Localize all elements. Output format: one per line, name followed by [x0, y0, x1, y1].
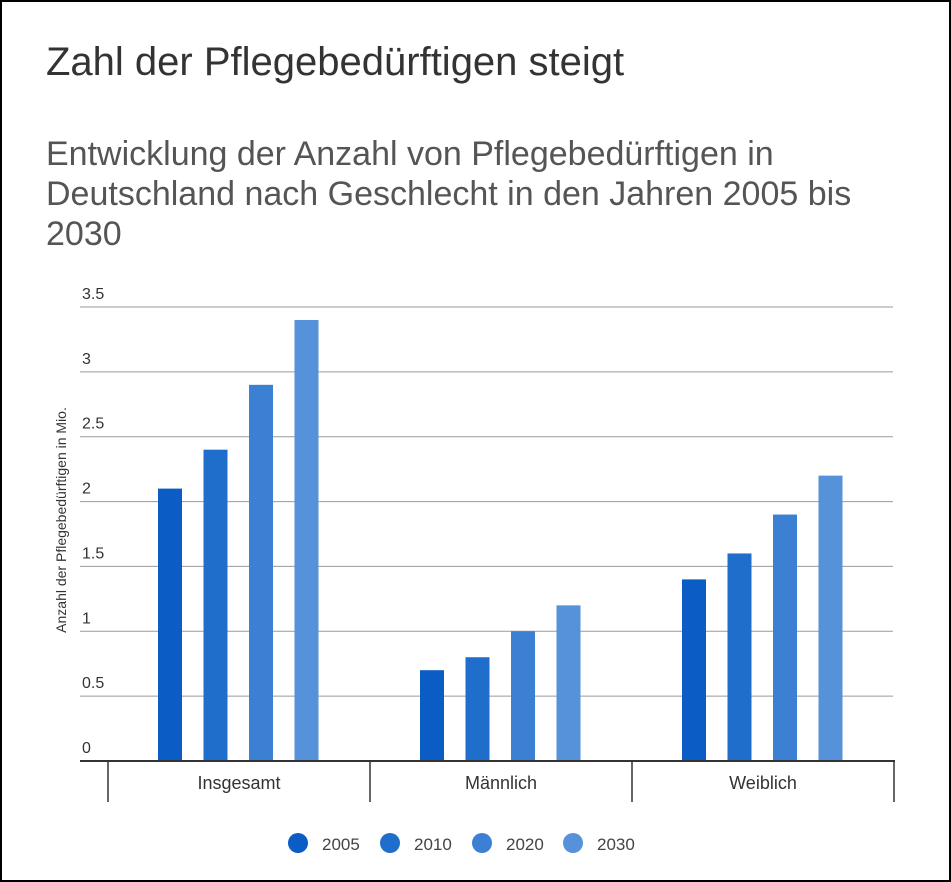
chart-title: Zahl der Pflegebedürftigen steigt — [46, 40, 625, 84]
bar-männlich-2010 — [465, 657, 490, 761]
y-tick-label: 2 — [82, 481, 91, 498]
gridlines — [80, 306, 893, 697]
legend-label: 2010 — [414, 835, 452, 854]
y-tick-label: 2.5 — [82, 416, 104, 433]
bar-insgesamt-2005 — [158, 488, 182, 761]
bar-weiblich-2020 — [773, 514, 797, 761]
y-tick-label: 3 — [82, 351, 91, 368]
bar-männlich-2005 — [420, 670, 444, 761]
legend-marker-2010 — [380, 833, 400, 853]
legend-marker-2030 — [563, 833, 583, 853]
legend-label: 2030 — [597, 835, 635, 854]
bar-insgesamt-2010 — [203, 449, 228, 761]
bar-männlich-2020 — [511, 631, 535, 761]
legend-marker-2020 — [472, 833, 492, 853]
x-tick-label: Männlich — [465, 773, 537, 793]
bar-insgesamt-2030 — [294, 319, 319, 761]
legend-marker-2005 — [288, 833, 308, 853]
y-tick-label: 0 — [82, 740, 91, 757]
y-tick-label: 3.5 — [82, 286, 104, 303]
x-tick-label: Insgesamt — [197, 773, 280, 793]
x-tick-label: Weiblich — [729, 773, 797, 793]
bars — [158, 319, 843, 761]
y-axis-label: Anzahl der Pflegebedürftigen in Mio. — [53, 407, 69, 633]
y-tick-label: 1 — [82, 610, 91, 627]
y-tick-label: 0.5 — [82, 675, 104, 692]
x-axis: Insgesamt Männlich Weiblich — [80, 760, 895, 802]
chart-subtitle: Entwicklung der Anzahl von Pflegebedürft… — [46, 135, 852, 253]
y-axis-ticks: 0 0.5 1 1.5 2 2.5 3 3.5 — [82, 286, 104, 757]
legend-label: 2005 — [322, 835, 360, 854]
legend: 2005 2010 2020 2030 — [288, 833, 635, 854]
bar-weiblich-2030 — [818, 475, 843, 761]
bar-insgesamt-2020 — [249, 384, 273, 761]
bar-weiblich-2010 — [727, 553, 752, 761]
legend-label: 2020 — [506, 835, 544, 854]
bar-männlich-2030 — [556, 605, 581, 761]
y-tick-label: 1.5 — [82, 545, 104, 562]
bar-weiblich-2005 — [682, 579, 706, 761]
